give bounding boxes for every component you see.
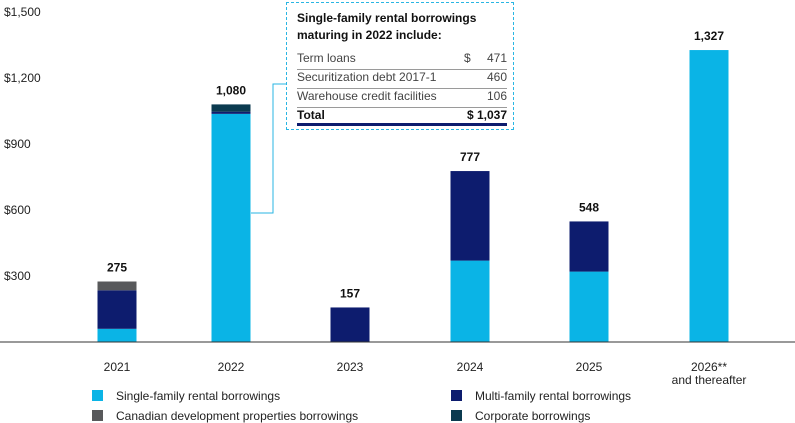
bar-total-labels: 275 1,080 157 777 548 1,327 <box>107 29 724 300</box>
y-axis-ticks: $300 $600 $900 $1,200 $1,500 <box>4 5 41 283</box>
legend-label: Single-family rental borrowings <box>116 389 281 403</box>
y-tick-label: $600 <box>4 203 31 217</box>
callout-row-label: Term loans <box>297 51 356 65</box>
bar-total-label: 275 <box>107 261 127 275</box>
bar-segment-single-family <box>689 50 729 343</box>
callout-total-label: Total <box>297 108 325 122</box>
callout-total-value: $ 1,037 <box>466 108 507 122</box>
x-axis-ticks: 2021 2022 2023 2024 2025 2026**and thereafter <box>104 360 747 387</box>
y-tick-label: $1,500 <box>4 5 41 19</box>
y-tick-label: $1,200 <box>4 71 41 85</box>
bars <box>97 50 729 343</box>
legend-label: Corporate borrowings <box>475 409 591 423</box>
bar-segment-single-family <box>569 271 609 342</box>
y-tick-label: $300 <box>4 269 31 283</box>
callout-box: Single-family rental borrowings maturing… <box>286 2 514 130</box>
callout-row-value: 471 <box>486 51 507 65</box>
callout-row-value: 460 <box>486 70 507 84</box>
callout-divider <box>297 107 507 108</box>
x-tick-label: 2023 <box>337 360 364 374</box>
bar-total-label: 777 <box>460 150 480 164</box>
bar-total-label: 1,327 <box>694 29 724 43</box>
bar-total-label: 157 <box>340 286 360 300</box>
callout-divider <box>297 69 507 70</box>
x-tick-label: 2022 <box>218 360 245 374</box>
legend-swatch-corporate <box>451 410 462 421</box>
callout-row-value: 106 <box>486 89 507 103</box>
legend-swatch-canadian <box>92 410 103 421</box>
callout-total-row: Total $ 1,037 <box>297 108 507 126</box>
callout-row-term-loans: Term loans $ 471 <box>297 51 507 69</box>
bar-segment-single-family <box>97 328 137 342</box>
x-tick-label: 2021 <box>104 360 131 374</box>
x-tick-label: and thereafter <box>672 373 747 387</box>
callout-row-label: Warehouse credit facilities <box>297 89 437 103</box>
bar-segment-single-family <box>211 113 251 342</box>
bar-total-label: 1,080 <box>216 83 246 97</box>
callout-divider <box>297 88 507 89</box>
y-tick-label: $900 <box>4 137 31 151</box>
x-tick-label: 2025 <box>576 360 603 374</box>
legend-label: Multi-family rental borrowings <box>475 389 632 403</box>
callout-row-label: Securitization debt 2017-1 <box>297 70 437 84</box>
bar-segment-multi-family <box>330 307 370 342</box>
callout-row-securitization: Securitization debt 2017-1 460 <box>297 70 507 88</box>
callout-row-currency: $ <box>464 51 471 65</box>
bar-segment-multi-family <box>97 290 137 329</box>
callout-title: Single-family rental borrowings maturing… <box>297 11 477 42</box>
x-tick-label: 2024 <box>457 360 484 374</box>
bar-segment-multi-family <box>569 221 609 272</box>
bar-total-label: 548 <box>579 200 599 214</box>
callout-total-underline <box>297 123 507 126</box>
legend-label: Canadian development properties borrowin… <box>116 409 359 423</box>
x-tick-label: 2026** <box>691 360 727 374</box>
callout-row-warehouse: Warehouse credit facilities 106 <box>297 89 507 107</box>
bar-segment-corporate <box>211 104 251 112</box>
bar-segment-multi-family <box>211 111 251 114</box>
bar-segment-single-family <box>450 260 490 342</box>
bar-segment-canadian <box>97 281 137 291</box>
bar-segment-multi-family <box>450 171 490 261</box>
legend-swatch-multi-family <box>451 390 462 401</box>
legend-swatch-single-family <box>92 390 103 401</box>
callout-connector <box>251 83 286 214</box>
